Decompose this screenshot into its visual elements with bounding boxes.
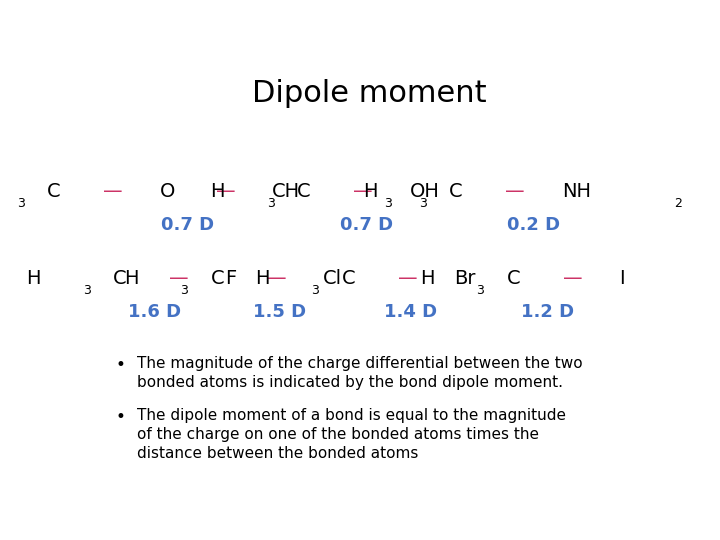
Text: —: — [216, 182, 235, 201]
Text: H: H [420, 269, 434, 288]
Text: The dipole moment of a bond is equal to the magnitude
of the charge on one of th: The dipole moment of a bond is equal to … [138, 408, 567, 461]
Text: •: • [115, 356, 125, 374]
Text: 3: 3 [267, 197, 274, 210]
Text: Cl: Cl [323, 269, 342, 288]
Text: 3: 3 [419, 197, 427, 210]
Text: Br: Br [454, 269, 475, 288]
Text: Dipole moment: Dipole moment [252, 79, 486, 109]
Text: H: H [27, 269, 41, 288]
Text: OH: OH [410, 182, 439, 201]
Text: —: — [505, 182, 525, 201]
Text: 3: 3 [180, 284, 188, 297]
Text: 1.5 D: 1.5 D [253, 303, 306, 321]
Text: 1.6 D: 1.6 D [127, 303, 181, 321]
Text: —: — [562, 269, 582, 288]
Text: CH: CH [272, 182, 300, 201]
Text: 3: 3 [476, 284, 484, 297]
Text: 3: 3 [312, 284, 319, 297]
Text: C: C [297, 182, 310, 201]
Text: C: C [449, 182, 463, 201]
Text: 3: 3 [17, 197, 24, 210]
Text: 3: 3 [83, 284, 91, 297]
Text: H: H [363, 182, 377, 201]
Text: F: F [225, 269, 237, 288]
Text: C: C [210, 269, 224, 288]
Text: NH: NH [562, 182, 590, 201]
Text: —: — [266, 269, 287, 288]
Text: —: — [103, 182, 123, 201]
Text: H: H [124, 269, 138, 288]
Text: 0.2 D: 0.2 D [507, 216, 560, 234]
Text: C: C [47, 182, 60, 201]
Text: 1.2 D: 1.2 D [521, 303, 574, 321]
Text: I: I [619, 269, 624, 288]
Text: 0.7 D: 0.7 D [161, 216, 215, 234]
Text: H: H [255, 269, 270, 288]
Text: 3: 3 [384, 197, 392, 210]
Text: —: — [169, 269, 189, 288]
Text: —: — [397, 269, 418, 288]
Text: 2: 2 [674, 197, 682, 210]
Text: —: — [353, 182, 373, 201]
Text: O: O [160, 182, 175, 201]
Text: •: • [115, 408, 125, 426]
Text: C: C [113, 269, 127, 288]
Text: H: H [210, 182, 225, 201]
Text: C: C [341, 269, 355, 288]
Text: 1.4 D: 1.4 D [384, 303, 438, 321]
Text: 0.7 D: 0.7 D [340, 216, 393, 234]
Text: C: C [506, 269, 520, 288]
Text: The magnitude of the charge differential between the two
bonded atoms is indicat: The magnitude of the charge differential… [138, 356, 583, 390]
